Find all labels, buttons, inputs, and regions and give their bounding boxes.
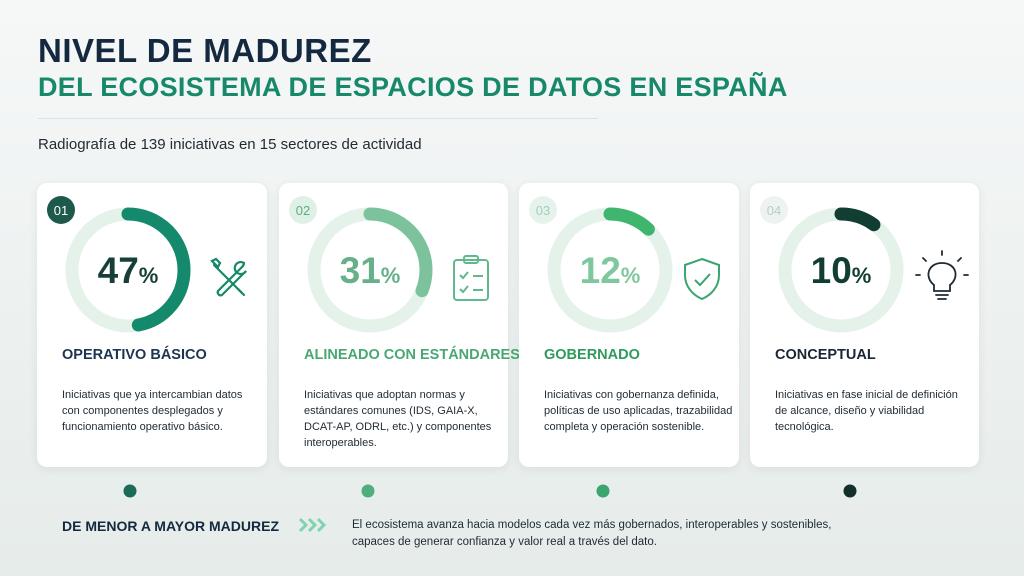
- percent-label: 31%: [340, 250, 401, 291]
- percent-label: 10%: [811, 250, 872, 291]
- footer-label: DE MENOR A MAYOR MADUREZ: [62, 518, 280, 534]
- description-line: completa y operación sostenible.: [544, 421, 705, 433]
- footer-text: El ecosistema avanza hacia modelos cada …: [352, 517, 831, 551]
- card-graphic: 03 12%: [529, 196, 720, 333]
- donut-arc: [547, 207, 673, 333]
- badge: [289, 196, 317, 224]
- percent-unit: %: [381, 263, 401, 288]
- card-graphic: 04 10%: [760, 196, 969, 333]
- card-description: Iniciativas con gobernanza definida, polí…: [544, 387, 732, 435]
- badge: [529, 196, 557, 224]
- percent-value: 12: [580, 250, 621, 291]
- description-line: estándares comunes (IDS, GAIA-X,: [304, 405, 478, 417]
- donut-arc: [307, 207, 433, 333]
- description-line: DCAT-AP, ODRL, etc.) y componentes: [304, 421, 492, 433]
- description-line: de alcance, diseño y viabilidad: [775, 405, 925, 417]
- icon: [684, 257, 720, 301]
- card-description: Iniciativas en fase inicial de definició…: [775, 387, 958, 435]
- card: 02 31% ALINEADO CON ESTÁNDARES Iniciativas …: [279, 183, 520, 467]
- card-description: Iniciativas que ya intercambian datos con…: [62, 387, 242, 435]
- timeline-dot: [361, 484, 375, 498]
- description-line: Iniciativas que adoptan normas y: [304, 389, 465, 401]
- footer-line: El ecosistema avanza hacia modelos cada …: [352, 519, 832, 531]
- icon: [915, 250, 969, 300]
- timeline-dot: [596, 484, 610, 498]
- percent-value: 47: [98, 250, 139, 291]
- percent-unit: %: [139, 263, 159, 288]
- percent-unit: %: [621, 263, 641, 288]
- donut-arc: [65, 207, 191, 333]
- timeline: [123, 484, 857, 533]
- timeline-dot: [123, 484, 137, 498]
- badge: [760, 196, 788, 224]
- description-line: funcionamiento operativo básico.: [62, 421, 223, 433]
- description-line: Iniciativas que ya intercambian datos: [62, 389, 243, 401]
- card-title: GOBERNADO: [544, 347, 640, 363]
- intro: Radiografía de 139 iniciativas en 15 sec…: [38, 136, 422, 153]
- subtitle: DEL ECOSISTEMA DE ESPACIOS DE DATOS EN E…: [38, 72, 788, 102]
- description-line: con componentes desplegados y: [62, 405, 223, 417]
- badge-number: 02: [296, 203, 310, 218]
- card: 04 10% CONCEPTUAL Iniciativas en fase inici…: [750, 183, 979, 467]
- percent-value: 31: [340, 250, 381, 291]
- description-line: tecnológica.: [775, 421, 834, 433]
- icon: [453, 255, 489, 301]
- card: 01 47% OPERATIVO BÁSICO Iniciativas que ya …: [37, 183, 267, 467]
- card-graphic: 02 31%: [289, 196, 489, 333]
- description-line: políticas de uso aplicadas, trazabilidad: [544, 405, 733, 417]
- card-graphic: 01 47%: [47, 196, 247, 333]
- percent-value: 10: [811, 250, 852, 291]
- percent-label: 12%: [580, 250, 641, 291]
- title: NIVEL DE MADUREZ: [38, 32, 372, 69]
- donut-arc: [778, 207, 904, 333]
- badge-number: 03: [536, 203, 550, 218]
- timeline-dot: [843, 484, 857, 498]
- badge-number: 04: [767, 203, 781, 218]
- description-line: interoperables.: [304, 437, 377, 449]
- percent-unit: %: [852, 263, 872, 288]
- card-description: Iniciativas que adoptan normas y estándar…: [304, 387, 491, 451]
- percent-label: 47%: [98, 250, 159, 291]
- card: 03 12% GOBERNADO Iniciativas con gobernanza…: [519, 183, 739, 467]
- badge: [47, 196, 75, 224]
- chevrons: [298, 517, 327, 533]
- card-title: CONCEPTUAL: [775, 347, 876, 363]
- card-title: ALINEADO CON ESTÁNDARES: [304, 347, 520, 363]
- footer-line: capaces de generar confianza y valor rea…: [352, 536, 657, 548]
- description-line: Iniciativas en fase inicial de definició…: [775, 389, 958, 401]
- card-title: OPERATIVO BÁSICO: [62, 347, 207, 363]
- icon: [210, 257, 247, 297]
- description-line: Iniciativas con gobernanza definida,: [544, 389, 719, 401]
- badge-number: 01: [54, 203, 68, 218]
- separator: [38, 118, 598, 119]
